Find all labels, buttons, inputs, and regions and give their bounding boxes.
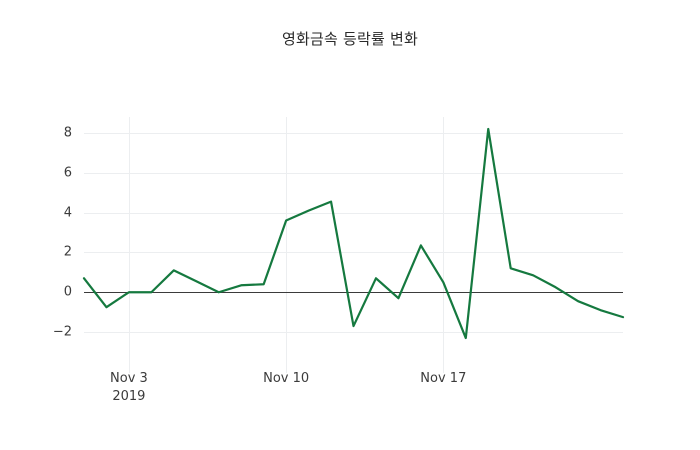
y-axis-tick-label: −2 [52, 324, 72, 340]
x-axis-tick: Nov 3 2019 [110, 370, 148, 406]
zero-reference-line [84, 292, 623, 294]
series-line [82, 127, 625, 340]
y-axis-tick-label: 8 [63, 125, 72, 141]
gridline-horizontal [84, 252, 623, 254]
gridline-horizontal [84, 332, 623, 334]
gridline-vertical [128, 117, 130, 373]
x-axis-tick-label: Nov 17 [420, 371, 467, 386]
gridline-horizontal [84, 212, 623, 214]
gridline-vertical [443, 117, 445, 373]
x-axis-year-label: 2019 [112, 389, 146, 404]
x-axis-tick-label: Nov 10 [263, 371, 310, 386]
plot-area [82, 117, 625, 373]
y-axis-tick-label: 2 [63, 244, 72, 260]
x-axis-tick: Nov 10 [263, 370, 309, 388]
chart-title: 영화금속 등락률 변화 [282, 30, 418, 48]
gridline-horizontal [84, 132, 623, 134]
gridline-vertical [286, 117, 288, 373]
x-axis-tick: Nov 17 [420, 370, 466, 388]
y-axis-tick-label: 6 [63, 165, 72, 181]
y-axis-tick-label: 0 [63, 284, 72, 300]
gridline-horizontal [84, 172, 623, 174]
x-axis-tick-label: Nov 3 [110, 371, 148, 386]
y-axis-tick-label: 4 [63, 205, 72, 221]
